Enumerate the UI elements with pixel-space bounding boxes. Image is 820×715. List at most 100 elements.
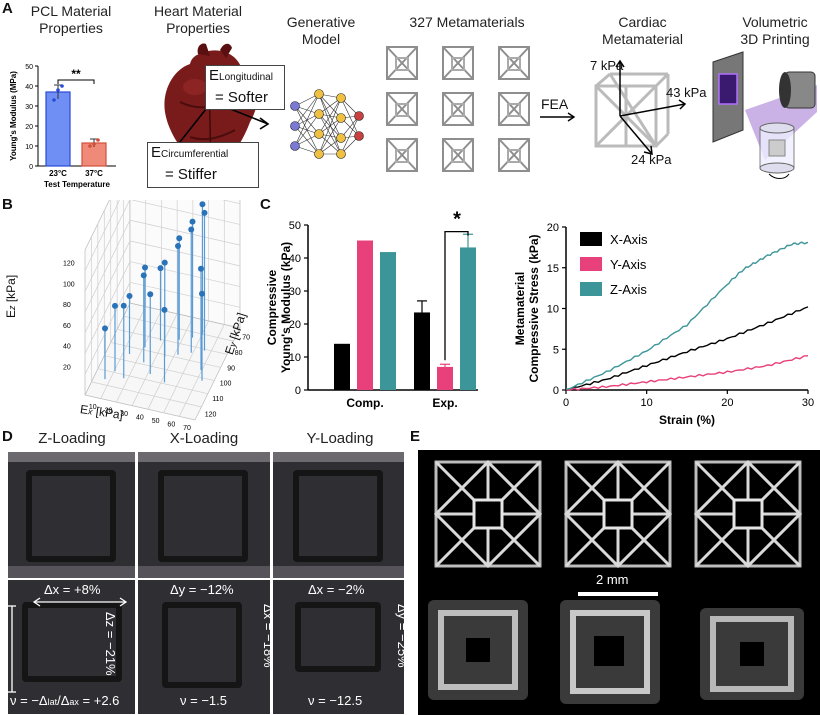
volumetric-printer-illustration (712, 51, 817, 179)
b-gridline (147, 317, 194, 410)
b-stem-point (198, 265, 204, 272)
nn-edge (294, 113, 320, 147)
c-bar-ytick-label: 10 (289, 352, 301, 364)
c-significance-bracket (444, 230, 469, 361)
panel-e-label: E (410, 428, 421, 445)
pcl-bar (45, 91, 71, 167)
render-core (732, 498, 764, 530)
x-axial-strain: Δx = −18% (261, 604, 276, 668)
cardiac-title-line1: Cardiac (618, 14, 667, 30)
b-ztick-label: 80 (63, 302, 71, 309)
c-bar (437, 366, 453, 390)
c-bar-category-label: Comp. (346, 396, 383, 410)
b-zlabel-sub: z (7, 305, 17, 310)
c-legend-swatch (580, 232, 602, 246)
nn-node (290, 101, 300, 111)
c-line-series (565, 306, 809, 391)
c-line-xlabel: Strain (%) (659, 413, 715, 427)
lattice-render (563, 459, 673, 569)
b-gridline (130, 200, 241, 225)
nn-node (336, 133, 346, 143)
c-bar-ylabel-line2: Young's Modulus (kPa) (279, 242, 293, 373)
cardiac-metamaterial-illustration (594, 59, 687, 155)
pcl-ytick-label: 30 (25, 104, 33, 111)
cell-frame (442, 46, 474, 80)
heart-title-line2: Properties (166, 20, 230, 36)
b-stem-point (188, 226, 195, 233)
c-line-xtick-label: 30 (802, 397, 814, 409)
b-stem-point (112, 302, 118, 309)
nn-edge (318, 97, 342, 135)
nn-edge (294, 93, 320, 147)
nu-ax: ax (69, 697, 79, 707)
c-line-series (565, 241, 809, 390)
pcl-title-line1: PCL Material (30, 3, 112, 19)
b-stem-point (102, 325, 108, 332)
cell-strut (442, 138, 474, 172)
pcl-modulus-chart: 0 10 20 30 40 50 23°C 37°C Test Temperature Young… (9, 64, 116, 189)
z-loading-title: Z-Loading (38, 430, 106, 447)
z-loading-arrows (8, 597, 128, 693)
nn-node (336, 149, 346, 159)
pcl-title: PCL Material Properties (12, 3, 130, 37)
b-ytick-label: 80 (235, 350, 243, 357)
x-poisson-ratio: ν = −1.5 (180, 693, 227, 708)
y-loading-photo-after (273, 580, 404, 714)
b-gridline (84, 200, 120, 271)
y-lateral-strain: Δx = −2% (308, 582, 365, 597)
metamaterial-grid (386, 46, 530, 172)
z-axial-strain: Δz = −21% (103, 612, 118, 676)
cell-strut (498, 46, 530, 80)
nn-edge (318, 133, 342, 155)
fea-arrow (540, 112, 576, 122)
x-loading-title: X-Loading (169, 430, 239, 447)
b-stem-point (140, 272, 147, 279)
b-back-wall (129, 200, 241, 329)
e-circ-main: E (151, 144, 162, 161)
z-lateral-strain: Δx = +8% (44, 582, 101, 597)
metamaterials-title: 327 Metamaterials (409, 14, 525, 30)
nn-edge (318, 113, 342, 155)
c-bar-ytick-label: 40 (289, 253, 301, 265)
b-ztick-label: 100 (63, 281, 75, 288)
b-xtick-label: 50 (152, 418, 160, 425)
b-ytick-label: 90 (227, 365, 235, 372)
e-circ-sub: Circumferential (161, 149, 229, 160)
b-stem-point (176, 235, 183, 242)
printed-lattice-photo-3 (700, 608, 804, 700)
y-poisson-ratio: ν = −12.5 (308, 693, 363, 708)
b-ytick-label: 100 (220, 381, 232, 388)
e-circ-val: = Stiffer (165, 166, 217, 183)
cell-core (451, 57, 465, 71)
c-legend-swatch (580, 282, 602, 296)
cell-frame (498, 138, 530, 172)
cell-core (395, 103, 409, 117)
pcl-title-line2: Properties (39, 20, 103, 36)
b-ytick-label: 120 (205, 411, 217, 418)
b-gridline (97, 368, 208, 395)
c-bar-ylabel-line1: Compressive (265, 269, 279, 345)
b-gridline (91, 381, 202, 408)
y-loading-title: Y-Loading (306, 430, 374, 447)
b-xtick-label: 30 (120, 411, 128, 418)
b-xtick-label: 10 (89, 404, 97, 411)
b-gridline (116, 309, 162, 403)
b-gridline (84, 219, 131, 313)
b-stem-point (161, 259, 168, 266)
nn-node (314, 129, 324, 139)
pcl-point (56, 88, 60, 92)
lattice-render (433, 459, 543, 569)
metamaterial-cell (386, 138, 418, 172)
panel-d-label: D (2, 428, 13, 445)
cardiac-title-line2: Metamaterial (602, 31, 683, 47)
render-diamond (693, 459, 803, 569)
b-stem-point (126, 293, 133, 299)
cell-core (395, 149, 409, 163)
render-diamond (563, 459, 673, 569)
metamaterial-cell (498, 46, 530, 80)
c-line-ytick-label: 10 (547, 304, 559, 316)
c-bar (380, 252, 396, 390)
kpa-7-label: 7 kPa (590, 58, 624, 73)
pcl-category-label: 23°C (49, 169, 67, 178)
c-bar-category-label: Exp. (432, 396, 457, 410)
